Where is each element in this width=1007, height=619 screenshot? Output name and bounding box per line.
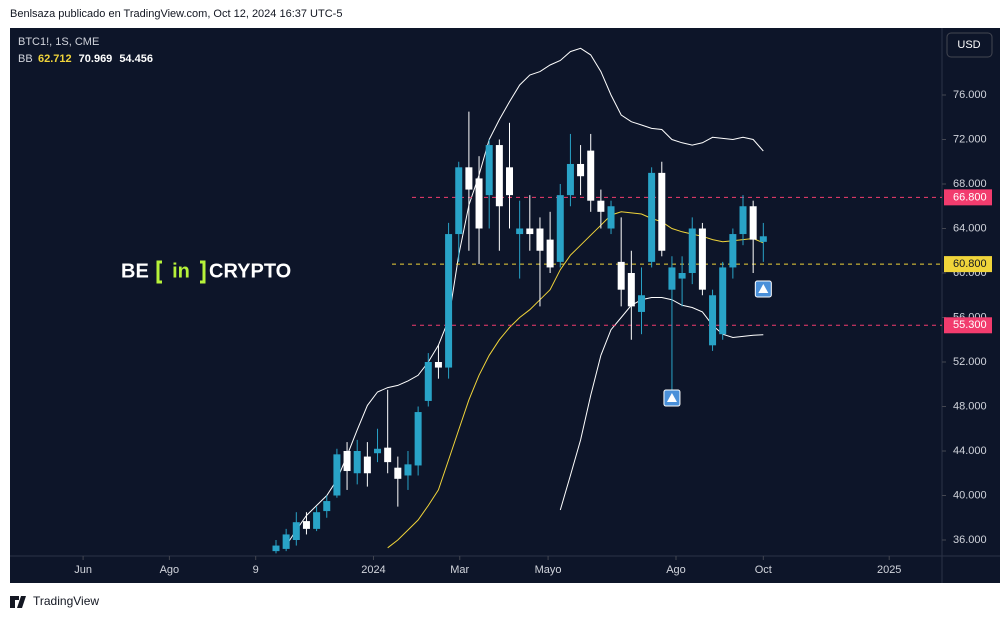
signal-arrow bbox=[758, 284, 769, 294]
indicator-name: BB bbox=[18, 53, 33, 65]
candle-body bbox=[333, 454, 341, 496]
candle-body bbox=[678, 272, 686, 279]
candle-body bbox=[302, 521, 310, 529]
publisher-line: Benlsaza publicado en TradingView.com, O… bbox=[10, 8, 342, 20]
candle-body bbox=[272, 545, 280, 552]
x-tick-label: 2024 bbox=[361, 564, 385, 576]
candle-body bbox=[424, 361, 432, 401]
candle-body bbox=[384, 447, 392, 463]
candle-body bbox=[597, 200, 605, 212]
y-tick-label: 40.000 bbox=[953, 489, 987, 501]
candle-body bbox=[526, 228, 534, 235]
x-tick-label: Ago bbox=[666, 564, 686, 576]
candle-body bbox=[343, 451, 351, 472]
level-label-box bbox=[944, 317, 992, 334]
candle-body bbox=[658, 172, 666, 251]
bollinger-upper bbox=[285, 47, 764, 546]
candle-body bbox=[587, 150, 595, 201]
candle-body bbox=[729, 234, 737, 268]
level-label-box bbox=[944, 189, 992, 206]
candle-body bbox=[485, 145, 493, 196]
y-tick-label: 52.000 bbox=[953, 356, 987, 368]
candle-body bbox=[709, 295, 717, 346]
currency-box[interactable] bbox=[946, 32, 993, 58]
chart-background bbox=[10, 28, 1000, 583]
x-tick-label: Mayo bbox=[535, 564, 562, 576]
candle-body bbox=[516, 228, 524, 235]
candle-body bbox=[577, 163, 585, 177]
candle-body bbox=[749, 206, 757, 240]
level-label: 55.300 bbox=[953, 319, 987, 331]
candle-body bbox=[719, 267, 727, 335]
candle-body bbox=[353, 451, 361, 474]
candle-body bbox=[759, 236, 767, 242]
x-tick-label: Mar bbox=[450, 564, 469, 576]
y-tick-label: 36.000 bbox=[953, 534, 987, 546]
bollinger-lower bbox=[559, 297, 764, 511]
candle-body bbox=[455, 167, 463, 235]
candle-body bbox=[434, 361, 442, 368]
indicator-value: 54.456 bbox=[119, 53, 153, 65]
logo-brackets bbox=[156, 260, 206, 284]
indicator-value: 62.712 bbox=[38, 53, 72, 65]
candle-body bbox=[637, 295, 645, 312]
candle-body bbox=[698, 228, 706, 290]
logo-part: CRYPTO bbox=[209, 260, 291, 282]
candle-body bbox=[445, 234, 453, 368]
candle-body bbox=[546, 239, 554, 268]
y-tick-label: 44.000 bbox=[953, 445, 987, 457]
candle-body bbox=[506, 167, 514, 196]
candle-body bbox=[627, 272, 635, 307]
candle-body bbox=[475, 178, 483, 229]
candle-body bbox=[556, 195, 564, 262]
candle-body bbox=[394, 467, 402, 479]
footer-logo bbox=[10, 596, 26, 608]
level-label: 66.800 bbox=[953, 191, 987, 203]
candle-body bbox=[739, 206, 747, 235]
logo-part: in bbox=[172, 260, 190, 282]
x-tick-label: Ago bbox=[160, 564, 180, 576]
y-tick-label: 72.000 bbox=[953, 133, 987, 145]
candle-body bbox=[495, 145, 503, 207]
candle-body bbox=[536, 228, 544, 251]
x-tick-label: Oct bbox=[755, 564, 772, 576]
level-label-box bbox=[944, 256, 992, 273]
currency[interactable]: USD bbox=[957, 39, 980, 51]
candle-body bbox=[404, 464, 412, 476]
symbol: BTC1!, 1S, CME bbox=[18, 36, 99, 48]
y-tick-label: 76.000 bbox=[953, 89, 987, 101]
y-tick-label: 64.000 bbox=[953, 222, 987, 234]
candle-body bbox=[292, 522, 300, 541]
candle-body bbox=[648, 172, 656, 262]
candle-body bbox=[363, 456, 371, 474]
x-tick-label: 9 bbox=[253, 564, 259, 576]
candle-body bbox=[282, 534, 290, 549]
y-tick-label: 68.000 bbox=[953, 178, 987, 190]
candle-body bbox=[688, 228, 696, 273]
footer: TradingView bbox=[33, 594, 99, 608]
candle-body bbox=[668, 267, 676, 290]
candle-body bbox=[617, 261, 625, 290]
candle-body bbox=[313, 512, 321, 529]
candle-body bbox=[465, 167, 473, 190]
indicator-value: 70.969 bbox=[79, 53, 113, 65]
signal-arrow bbox=[666, 393, 677, 403]
x-tick-label: Jun bbox=[74, 564, 92, 576]
candle-body bbox=[374, 448, 382, 454]
candle-body bbox=[323, 501, 331, 512]
x-tick-label: 2025 bbox=[877, 564, 901, 576]
candle-body bbox=[414, 412, 422, 466]
plot bbox=[272, 47, 942, 554]
logo: BE in CRYPTO bbox=[121, 260, 291, 284]
logo-part: BE bbox=[121, 260, 149, 282]
candle-body bbox=[607, 206, 615, 229]
candle-body bbox=[566, 163, 574, 196]
level-label: 60.800 bbox=[953, 258, 987, 270]
y-tick-label: 48.000 bbox=[953, 400, 987, 412]
